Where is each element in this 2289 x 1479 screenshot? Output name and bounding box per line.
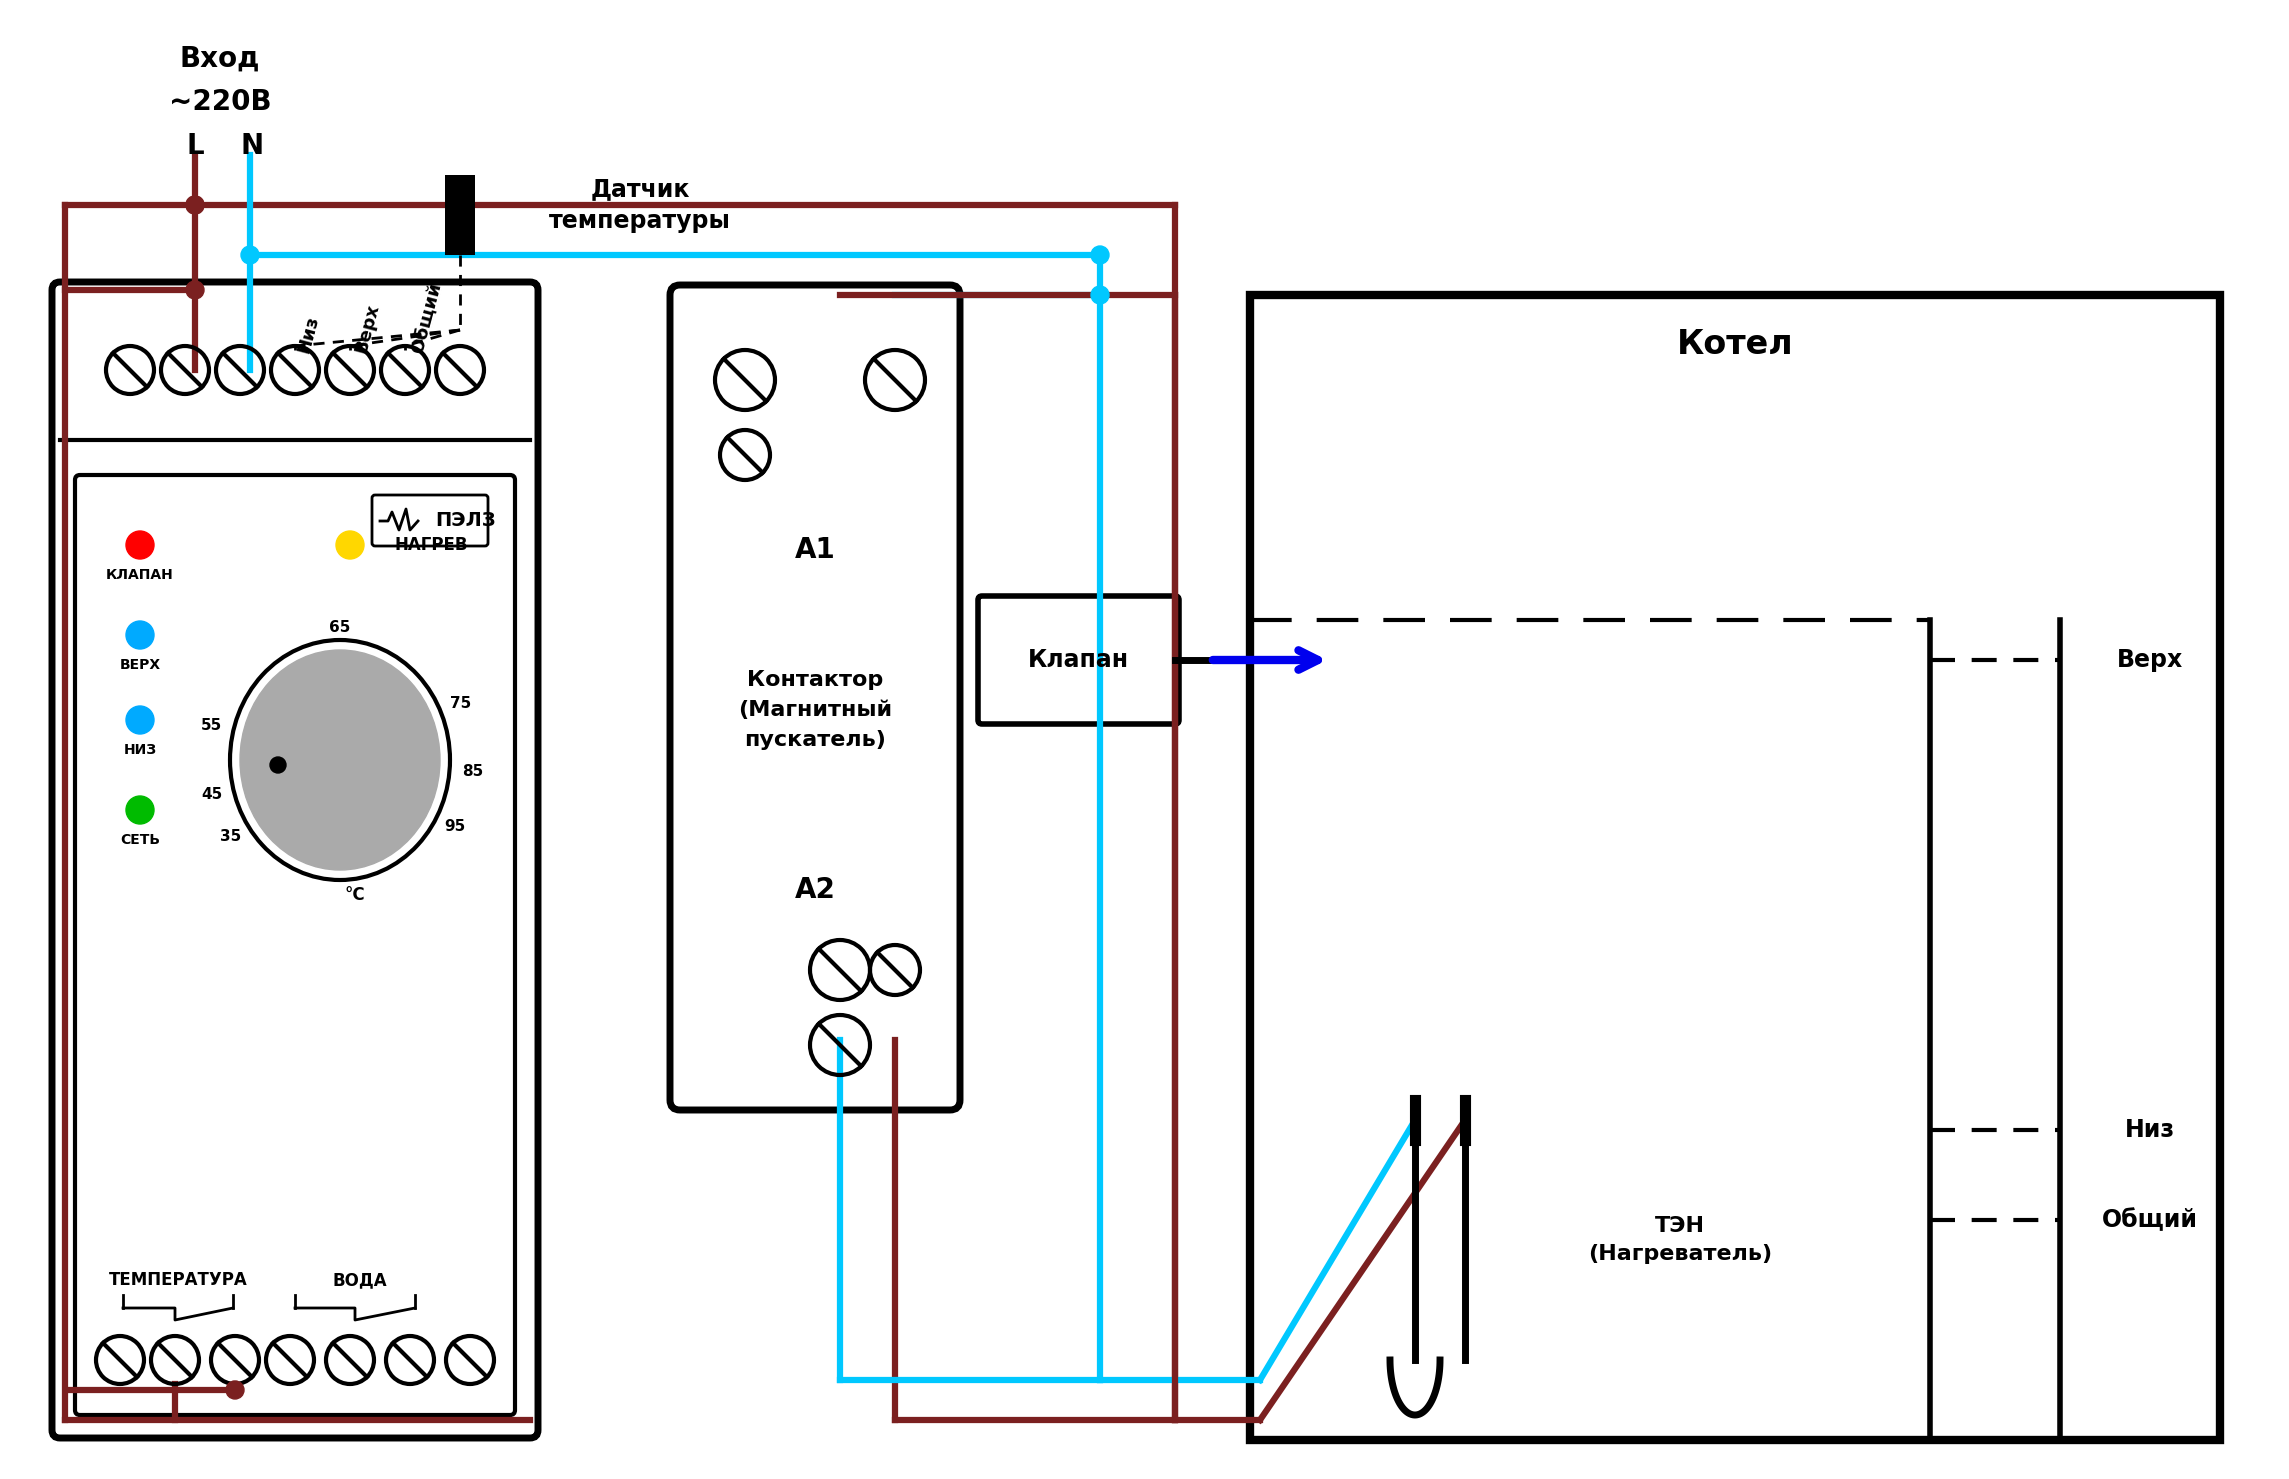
Text: Верх: Верх: [353, 302, 382, 355]
Circle shape: [185, 281, 204, 299]
Circle shape: [336, 531, 364, 559]
Text: ТЭН
(Нагреватель): ТЭН (Нагреватель): [1589, 1216, 1772, 1265]
Text: Общий: Общий: [407, 280, 444, 355]
Text: 55: 55: [201, 719, 222, 734]
Text: ВЕРХ: ВЕРХ: [119, 658, 160, 671]
Text: Верх: Верх: [2117, 648, 2184, 671]
FancyBboxPatch shape: [76, 475, 515, 1415]
Text: Низ: Низ: [295, 314, 323, 355]
Text: ПЭЛЗ: ПЭЛЗ: [435, 512, 497, 531]
Circle shape: [126, 621, 153, 649]
Circle shape: [1092, 246, 1108, 263]
FancyBboxPatch shape: [444, 175, 476, 254]
Ellipse shape: [240, 649, 439, 870]
Text: Общий: Общий: [2101, 1208, 2197, 1232]
FancyBboxPatch shape: [977, 596, 1179, 725]
Text: N: N: [240, 132, 263, 160]
Text: Контактор
(Магнитный
пускатель): Контактор (Магнитный пускатель): [737, 670, 893, 750]
Text: 95: 95: [444, 819, 465, 834]
Text: 65: 65: [330, 620, 350, 634]
FancyBboxPatch shape: [53, 282, 538, 1438]
Text: L: L: [185, 132, 204, 160]
FancyBboxPatch shape: [373, 495, 488, 546]
Circle shape: [270, 757, 286, 774]
Circle shape: [126, 705, 153, 734]
Text: ТЕМПЕРАТУРА: ТЕМПЕРАТУРА: [108, 1270, 247, 1290]
Text: ВОДА: ВОДА: [332, 1270, 387, 1290]
Circle shape: [185, 197, 204, 214]
Circle shape: [1092, 285, 1108, 305]
Text: НИЗ: НИЗ: [124, 742, 156, 757]
Circle shape: [126, 796, 153, 824]
Text: 35: 35: [220, 828, 243, 845]
Text: Клапан: Клапан: [1028, 648, 1128, 671]
Text: °C: °C: [346, 886, 366, 904]
Text: СЕТЬ: СЕТЬ: [119, 833, 160, 847]
Text: Низ: Низ: [2124, 1118, 2175, 1142]
Text: A1: A1: [794, 535, 835, 563]
Text: 45: 45: [201, 787, 222, 802]
Text: КЛАПАН: КЛАПАН: [105, 568, 174, 583]
Text: 85: 85: [462, 765, 483, 779]
Text: Вход: Вход: [181, 44, 261, 72]
Circle shape: [185, 197, 204, 214]
Circle shape: [126, 531, 153, 559]
Text: A2: A2: [794, 876, 835, 904]
Circle shape: [227, 1381, 245, 1399]
Text: Датчик
температуры: Датчик температуры: [549, 177, 730, 232]
Text: Котел: Котел: [1676, 328, 1792, 361]
Text: 75: 75: [451, 697, 472, 711]
Bar: [1250, 294, 2220, 1441]
Circle shape: [240, 246, 259, 263]
Text: НАГРЕВ: НАГРЕВ: [396, 535, 469, 555]
Text: ~220В: ~220В: [169, 87, 272, 115]
FancyBboxPatch shape: [671, 285, 959, 1111]
